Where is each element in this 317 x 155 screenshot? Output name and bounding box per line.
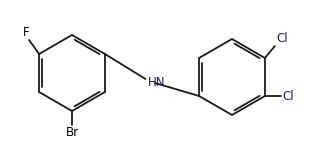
Text: F: F	[23, 26, 29, 39]
Text: HN: HN	[147, 77, 165, 89]
Text: Cl: Cl	[282, 89, 294, 102]
Text: Cl: Cl	[276, 32, 288, 45]
Text: Br: Br	[65, 126, 79, 139]
